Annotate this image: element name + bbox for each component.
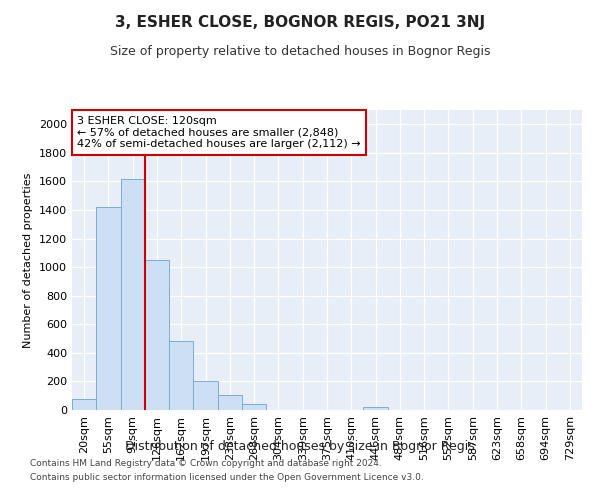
Y-axis label: Number of detached properties: Number of detached properties [23,172,34,348]
Bar [169,342,193,410]
Bar [193,382,218,410]
Bar [72,398,96,410]
Bar [364,407,388,410]
Text: 3 ESHER CLOSE: 120sqm
← 57% of detached houses are smaller (2,848)
42% of semi-d: 3 ESHER CLOSE: 120sqm ← 57% of detached … [77,116,361,149]
Text: Contains public sector information licensed under the Open Government Licence v3: Contains public sector information licen… [30,474,424,482]
Bar [218,395,242,410]
Bar [121,178,145,410]
Text: 3, ESHER CLOSE, BOGNOR REGIS, PO21 3NJ: 3, ESHER CLOSE, BOGNOR REGIS, PO21 3NJ [115,15,485,30]
Bar [242,404,266,410]
Bar [145,260,169,410]
Text: Size of property relative to detached houses in Bognor Regis: Size of property relative to detached ho… [110,45,490,58]
Text: Distribution of detached houses by size in Bognor Regis: Distribution of detached houses by size … [125,440,475,453]
Bar [96,207,121,410]
Text: Contains HM Land Registry data © Crown copyright and database right 2024.: Contains HM Land Registry data © Crown c… [30,458,382,468]
